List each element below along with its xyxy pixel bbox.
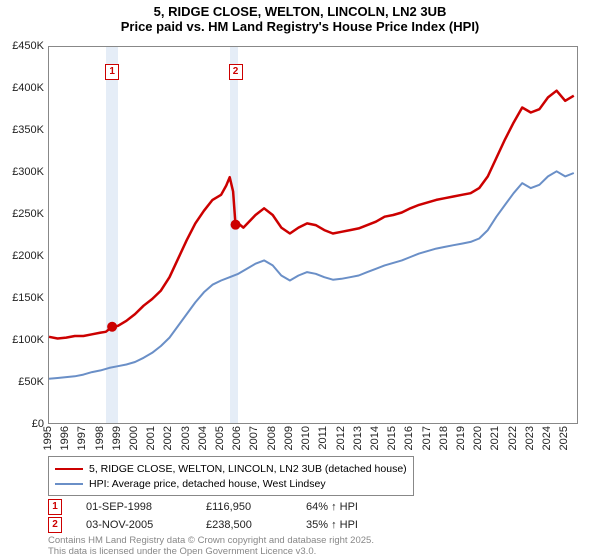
x-tick-label: 2023: [524, 426, 536, 450]
x-tick-label: 2013: [352, 426, 364, 450]
y-tick-label: £50K: [0, 376, 44, 388]
x-tick-label: 1996: [59, 426, 71, 450]
event-pct: 64% ↑ HPI: [306, 501, 426, 513]
x-tick-label: 2008: [266, 426, 278, 450]
x-tick-label: 2007: [248, 426, 260, 450]
event-date: 01-SEP-1998: [86, 501, 206, 513]
chart-plot-area: 12: [48, 46, 578, 424]
y-tick-label: £450K: [0, 40, 44, 52]
x-tick-label: 2014: [369, 426, 381, 450]
x-tick-label: 2003: [180, 426, 192, 450]
events-table-row: 2 03-NOV-2005 £238,500 35% ↑ HPI: [48, 516, 426, 534]
footnote: Contains HM Land Registry data © Crown c…: [48, 536, 374, 558]
x-tick-label: 2004: [197, 426, 209, 450]
y-tick-label: £400K: [0, 82, 44, 94]
event-date: 03-NOV-2005: [86, 519, 206, 531]
legend-label-price-paid: 5, RIDGE CLOSE, WELTON, LINCOLN, LN2 3UB…: [89, 463, 407, 475]
x-tick-label: 2005: [214, 426, 226, 450]
x-tick-label: 1998: [94, 426, 106, 450]
y-tick-label: £0: [0, 418, 44, 430]
y-tick-label: £250K: [0, 208, 44, 220]
x-tick-label: 2019: [455, 426, 467, 450]
event-marker-2: 2: [48, 517, 62, 533]
x-tick-label: 2018: [438, 426, 450, 450]
x-tick-label: 1997: [76, 426, 88, 450]
event-box-2: 2: [229, 64, 243, 80]
chart-legend: 5, RIDGE CLOSE, WELTON, LINCOLN, LN2 3UB…: [48, 456, 414, 496]
x-tick-label: 2025: [558, 426, 570, 450]
title-line-2: Price paid vs. HM Land Registry's House …: [0, 19, 600, 34]
y-tick-label: £150K: [0, 292, 44, 304]
x-tick-label: 2017: [421, 426, 433, 450]
x-tick-label: 1999: [111, 426, 123, 450]
event-price: £116,950: [206, 501, 306, 513]
event-box-1: 1: [105, 64, 119, 80]
x-tick-label: 2021: [489, 426, 501, 450]
y-tick-label: £350K: [0, 124, 44, 136]
legend-row-hpi: HPI: Average price, detached house, West…: [55, 476, 407, 491]
x-tick-label: 2015: [386, 426, 398, 450]
event-pct: 35% ↑ HPI: [306, 519, 426, 531]
footnote-line-2: This data is licensed under the Open Gov…: [48, 547, 374, 558]
x-tick-label: 2011: [317, 426, 329, 450]
event-price: £238,500: [206, 519, 306, 531]
x-tick-label: 1995: [42, 426, 54, 450]
chart-title-block: 5, RIDGE CLOSE, WELTON, LINCOLN, LN2 3UB…: [0, 0, 600, 34]
event-marker-1: 1: [48, 499, 62, 515]
x-tick-label: 2001: [145, 426, 157, 450]
x-tick-label: 2000: [128, 426, 140, 450]
y-tick-label: £300K: [0, 166, 44, 178]
legend-swatch-hpi: [55, 483, 83, 485]
chart-svg: [49, 47, 577, 423]
x-tick-label: 2012: [335, 426, 347, 450]
title-line-1: 5, RIDGE CLOSE, WELTON, LINCOLN, LN2 3UB: [0, 4, 600, 19]
x-tick-label: 2002: [162, 426, 174, 450]
legend-row-price-paid: 5, RIDGE CLOSE, WELTON, LINCOLN, LN2 3UB…: [55, 461, 407, 476]
x-tick-label: 2016: [403, 426, 415, 450]
events-table-row: 1 01-SEP-1998 £116,950 64% ↑ HPI: [48, 498, 426, 516]
events-table: 1 01-SEP-1998 £116,950 64% ↑ HPI 2 03-NO…: [48, 498, 426, 534]
x-tick-label: 2024: [541, 426, 553, 450]
legend-swatch-price-paid: [55, 468, 83, 470]
legend-label-hpi: HPI: Average price, detached house, West…: [89, 478, 326, 490]
y-tick-label: £200K: [0, 250, 44, 262]
x-tick-label: 2020: [472, 426, 484, 450]
x-tick-label: 2009: [283, 426, 295, 450]
x-tick-label: 2010: [300, 426, 312, 450]
x-tick-label: 2022: [507, 426, 519, 450]
y-tick-label: £100K: [0, 334, 44, 346]
x-tick-label: 2006: [231, 426, 243, 450]
